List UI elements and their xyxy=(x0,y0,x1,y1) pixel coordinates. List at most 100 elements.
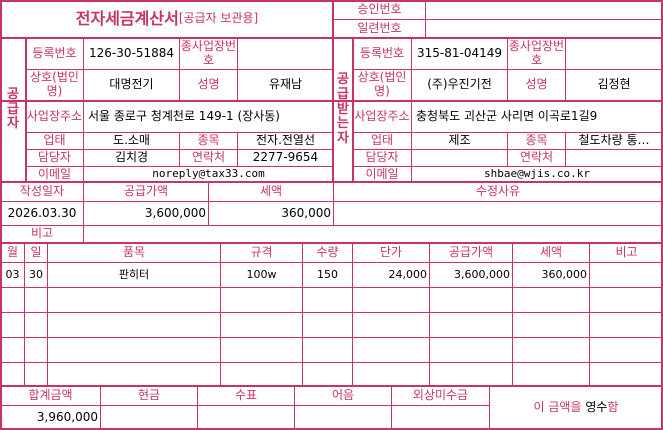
supplier-name: 대명전기 xyxy=(83,69,180,101)
item-cell xyxy=(0,312,25,338)
item-cell: 360,000 xyxy=(512,262,590,288)
receiver-phone xyxy=(565,149,663,167)
receiver-type: 제조 xyxy=(411,132,508,150)
receiver-phone-label: 연락처 xyxy=(507,149,566,167)
supplier-sub-label: 종사업장번호 xyxy=(179,37,238,70)
totals-value-cell xyxy=(197,405,295,430)
items-header-cell: 일 xyxy=(24,242,48,263)
receipt-suffix: 함 xyxy=(607,400,619,415)
items-header-cell: 규격 xyxy=(220,242,303,263)
tax-label: 세액 xyxy=(208,182,334,202)
supplier-phone: 2277-9654 xyxy=(237,149,334,167)
item-cell xyxy=(429,287,513,313)
totals-value-cell xyxy=(294,405,392,430)
supplier-item-label: 종목 xyxy=(179,132,238,150)
supplier-addr: 서울 종로구 청계천로 149-1 (장사동) xyxy=(83,100,334,133)
item-cell xyxy=(352,287,430,313)
item-cell xyxy=(47,337,221,363)
receipt-statement: 이 금액을 영수 함 xyxy=(489,386,663,430)
totals-value-cell: 3,960,000 xyxy=(0,405,101,430)
note-value xyxy=(83,225,663,243)
supplier-contact: 김치경 xyxy=(83,149,180,167)
supplier-name-label: 상호(법인명) xyxy=(25,69,84,101)
item-cell xyxy=(352,362,430,387)
item-cell xyxy=(429,362,513,387)
supplier-reg-label: 등록번호 xyxy=(25,37,84,70)
item-cell xyxy=(47,312,221,338)
receiver-contact-label: 담당자 xyxy=(352,149,412,167)
totals-header-cell: 합계금액 xyxy=(0,386,101,406)
item-cell xyxy=(24,362,48,387)
supply-value: 3,600,000 xyxy=(83,201,209,226)
supplier-side-text: 공급자 xyxy=(7,86,19,132)
note-label: 비고 xyxy=(0,225,84,243)
divider xyxy=(332,0,334,183)
item-cell: 24,000 xyxy=(352,262,430,288)
divider xyxy=(0,100,663,102)
item-cell xyxy=(24,312,48,338)
supplier-side-label: 공급자 xyxy=(0,37,26,183)
item-cell xyxy=(589,287,663,313)
items-header-cell: 품목 xyxy=(47,242,221,263)
receipt-mode: 영수 xyxy=(585,400,608,415)
supplier-addr-label: 사업장주소 xyxy=(25,100,84,133)
item-cell xyxy=(352,312,430,338)
item-cell xyxy=(302,287,353,313)
supplier-item: 전자.전열선 xyxy=(237,132,334,150)
receiver-item-label: 종목 xyxy=(507,132,566,150)
supplier-ceo-label: 성명 xyxy=(179,69,238,101)
divider xyxy=(352,37,354,183)
supplier-sub xyxy=(237,37,334,70)
receiver-contact xyxy=(411,149,508,167)
receiver-type-label: 업태 xyxy=(352,132,412,150)
items-header-cell: 단가 xyxy=(352,242,430,263)
totals-header-cell: 어음 xyxy=(294,386,392,406)
item-cell xyxy=(429,337,513,363)
items-header-cell: 월 xyxy=(0,242,25,263)
totals-header-cell: 외상미수금 xyxy=(391,386,490,406)
approval-value xyxy=(425,0,663,20)
item-cell: 150 xyxy=(302,262,353,288)
border-right xyxy=(661,0,663,430)
item-cell xyxy=(512,362,590,387)
totals-value-cell xyxy=(100,405,198,430)
supplier-contact-label: 담당자 xyxy=(25,149,84,167)
approval-label: 승인번호 xyxy=(333,0,426,20)
item-cell xyxy=(0,337,25,363)
item-cell xyxy=(429,312,513,338)
items-header-cell: 수량 xyxy=(302,242,353,263)
tax-value: 360,000 xyxy=(208,201,334,226)
receiver-ceo-label: 성명 xyxy=(507,69,566,101)
item-cell xyxy=(0,287,25,313)
supplier-type: 도.소매 xyxy=(83,132,180,150)
supplier-ceo: 유재남 xyxy=(237,69,334,101)
item-cell xyxy=(589,362,663,387)
receiver-sub xyxy=(565,37,663,70)
border-top xyxy=(0,0,663,2)
item-cell xyxy=(0,362,25,387)
item-cell xyxy=(512,287,590,313)
divider xyxy=(25,37,27,183)
receiver-sub-label: 종사업장번호 xyxy=(507,37,566,70)
item-cell xyxy=(220,287,303,313)
item-cell xyxy=(302,337,353,363)
receiver-addr: 충청북도 괴산군 사리면 이곡로1길9 xyxy=(411,100,663,133)
reason-value xyxy=(333,201,663,226)
receiver-side-label: 공급받는자 xyxy=(333,37,353,183)
item-cell: 판히터 xyxy=(47,262,221,288)
item-cell xyxy=(512,312,590,338)
divider xyxy=(0,37,663,39)
item-cell xyxy=(47,287,221,313)
item-cell xyxy=(220,312,303,338)
receiver-ceo: 김정현 xyxy=(565,69,663,101)
receiver-reg: 315-81-04149 xyxy=(411,37,508,70)
item-cell xyxy=(512,337,590,363)
date-label: 작성일자 xyxy=(0,182,84,202)
date-value: 2026.03.30 xyxy=(0,201,84,226)
supplier-type-label: 업태 xyxy=(25,132,84,150)
divider xyxy=(0,385,663,387)
totals-header-cell: 현금 xyxy=(100,386,198,406)
totals-value-cell xyxy=(391,405,490,430)
receiver-name-label: 상호(법인명) xyxy=(352,69,412,101)
item-cell xyxy=(589,312,663,338)
